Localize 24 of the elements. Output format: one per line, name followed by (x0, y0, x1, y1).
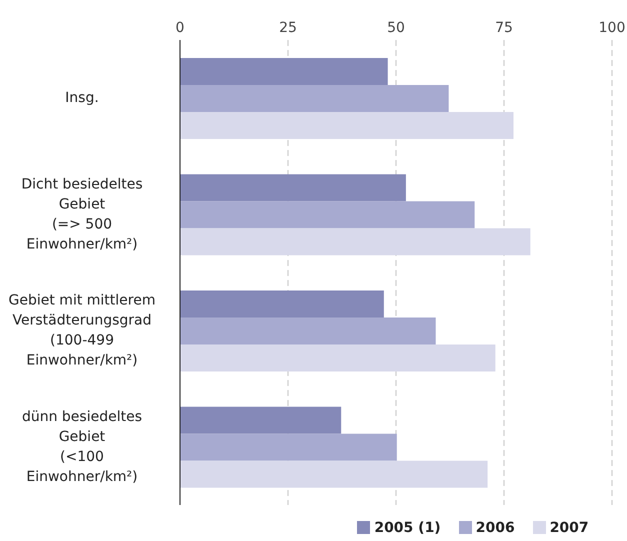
bar (180, 228, 530, 256)
bar (180, 85, 449, 112)
y-tick-label: dünn besiedeltes Gebiet (<100 Einwohner/km²) (22, 408, 142, 485)
x-tick-label: 0 (176, 20, 184, 36)
bar (180, 318, 436, 344)
x-tick-label: 50 (387, 20, 405, 36)
bar (180, 174, 406, 202)
bar (180, 460, 488, 488)
bar (180, 434, 397, 461)
bar (180, 344, 496, 372)
legend-label: 2007 (550, 520, 589, 536)
y-tick-label: Dicht besiedeltes Gebiet (=> 500 Einwohner/km²) (21, 176, 143, 252)
y-tick-label: Insg. (65, 90, 99, 106)
bar (180, 406, 342, 434)
x-tick-label: 100 (598, 20, 626, 36)
bar (180, 201, 475, 228)
legend-label: 2006 (476, 520, 515, 536)
legend-label: 2005 (1) (374, 520, 441, 536)
bar (180, 58, 388, 85)
y-tick-label: Gebiet mit mittlerem Verstädterungsgrad (100-499 Einwohner/km²) (8, 292, 156, 368)
x-tick-label: 75 (495, 20, 513, 36)
bar (180, 112, 514, 139)
bar (180, 290, 384, 318)
x-tick-label: 25 (279, 20, 297, 36)
